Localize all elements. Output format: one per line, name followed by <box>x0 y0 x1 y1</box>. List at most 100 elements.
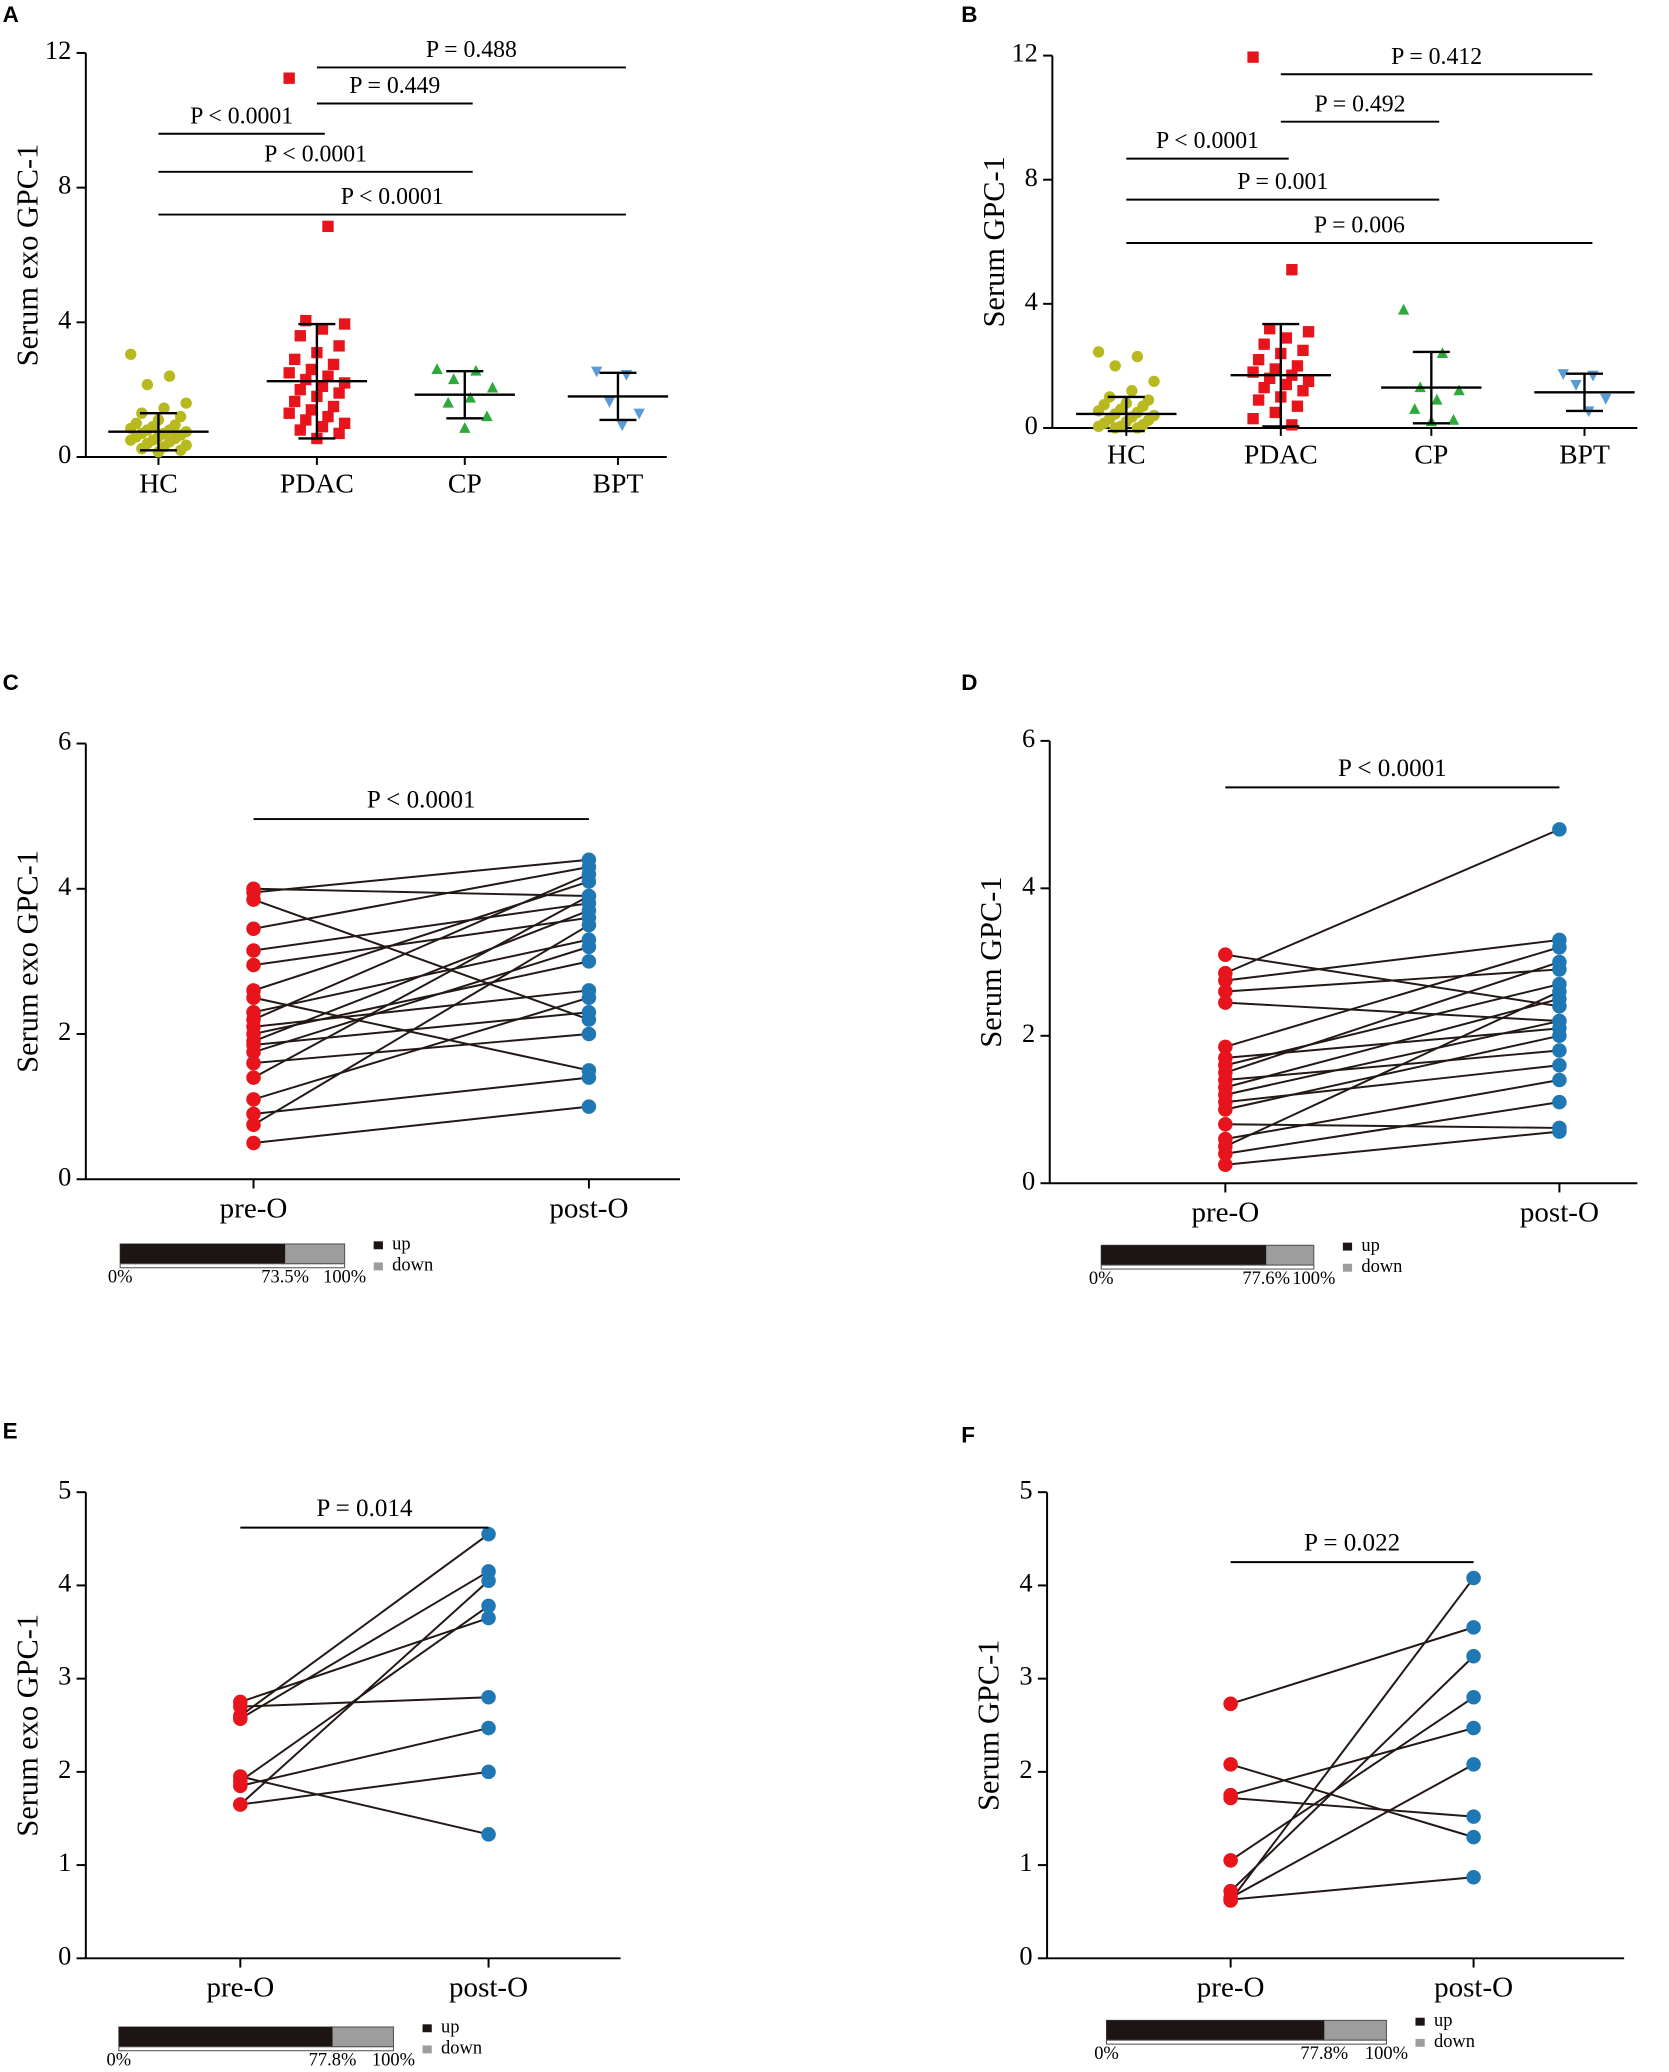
pair-line <box>240 1727 489 1787</box>
bar-tick-label: 77.8% <box>1300 2043 1348 2063</box>
y-axis-label: Serum GPC-1 <box>974 876 1008 1047</box>
pair-line <box>1229 1577 1475 1902</box>
point <box>1552 822 1567 837</box>
point <box>1587 370 1599 382</box>
pair-line <box>1225 997 1560 1089</box>
point <box>481 1827 496 1842</box>
point <box>1252 354 1265 366</box>
point <box>233 1778 248 1794</box>
legend-label: up <box>441 2017 459 2037</box>
y-tick-label: 8 <box>58 170 71 200</box>
point <box>1264 372 1276 384</box>
point <box>246 1055 261 1071</box>
point <box>1302 326 1315 338</box>
point <box>620 369 633 381</box>
legend-swatch <box>422 2045 432 2054</box>
y-tick-label: 2 <box>58 1754 71 1784</box>
point <box>1218 1102 1233 1117</box>
point <box>1552 1094 1567 1110</box>
y-tick-label: 4 <box>1025 286 1038 316</box>
pair-line <box>1225 961 1560 1074</box>
y-tick-label: 3 <box>58 1661 71 1691</box>
bar-up <box>118 2026 333 2047</box>
point <box>294 330 306 342</box>
point <box>481 410 493 422</box>
y-axis-label: Serum exo GPC-1 <box>10 850 44 1073</box>
y-axis-label: Serum GPC-1 <box>977 156 1011 327</box>
bar-tick-label: 77.8% <box>309 2050 357 2070</box>
point <box>581 866 597 882</box>
pair-line <box>1230 1796 1474 1818</box>
point <box>1552 940 1567 955</box>
pair-line <box>253 916 590 967</box>
point <box>338 318 351 330</box>
y-axis-label: Serum exo GPC-1 <box>10 1614 44 1837</box>
point <box>581 990 597 1005</box>
point <box>1223 1696 1238 1712</box>
point <box>616 420 628 432</box>
bracket-label: P < 0.0001 <box>367 787 476 814</box>
x-tick-label: CP <box>1414 438 1448 469</box>
pair-line <box>253 887 589 898</box>
x-tick-label: HC <box>139 467 178 498</box>
point <box>316 421 329 433</box>
bracket-label: P = 0.412 <box>1391 44 1482 70</box>
y-tick-label: 12 <box>1011 38 1037 68</box>
pair-line <box>239 1617 489 1703</box>
point <box>481 1764 496 1780</box>
pair-line <box>253 858 589 894</box>
point <box>322 370 334 382</box>
point <box>294 383 306 396</box>
y-tick-label: 0 <box>58 1161 71 1191</box>
point <box>581 903 597 918</box>
y-tick-label: 4 <box>1019 1567 1032 1597</box>
pair-line <box>253 880 590 992</box>
point <box>448 373 460 385</box>
x-tick-label: HC <box>1107 438 1146 469</box>
legend-label: up <box>1434 2010 1452 2030</box>
point <box>1218 1157 1233 1173</box>
point <box>233 1797 248 1812</box>
point <box>1466 1720 1481 1736</box>
point <box>581 1026 597 1042</box>
x-tick-label: pre-O <box>1191 1197 1259 1229</box>
point <box>481 1598 496 1614</box>
bracket-label: P = 0.022 <box>1304 1530 1400 1557</box>
point <box>1269 406 1281 419</box>
pair-line <box>253 1011 589 1046</box>
panel-letter: B <box>961 2 977 27</box>
pair-line <box>253 895 590 1079</box>
point <box>1223 1757 1238 1772</box>
point <box>333 340 345 352</box>
y-tick-label: 8 <box>1025 162 1038 192</box>
bracket-label: P = 0.488 <box>426 37 517 63</box>
pair-line <box>1224 828 1560 975</box>
point <box>305 363 318 376</box>
bar-up <box>120 1243 286 1264</box>
point <box>1600 393 1612 405</box>
y-tick-label: 6 <box>58 726 71 756</box>
point <box>283 407 295 419</box>
point <box>246 1106 261 1122</box>
point <box>1466 1620 1481 1635</box>
y-tick-label: 4 <box>58 1567 71 1597</box>
point <box>289 353 301 366</box>
point <box>246 1135 261 1151</box>
pair-line <box>240 1775 489 1836</box>
pair-line <box>1230 1876 1474 1901</box>
point <box>283 72 295 84</box>
panel-letter: C <box>3 670 19 695</box>
point <box>1258 338 1270 350</box>
bracket-label: P < 0.0001 <box>341 184 444 210</box>
point <box>1218 995 1233 1010</box>
panel-letter: D <box>961 670 977 695</box>
point <box>333 387 345 399</box>
point <box>174 410 187 423</box>
point <box>1218 1116 1233 1132</box>
point <box>338 377 351 389</box>
bracket-label: P = 0.006 <box>1314 213 1405 239</box>
point <box>1247 366 1259 378</box>
point <box>1258 381 1270 394</box>
point <box>246 892 261 907</box>
